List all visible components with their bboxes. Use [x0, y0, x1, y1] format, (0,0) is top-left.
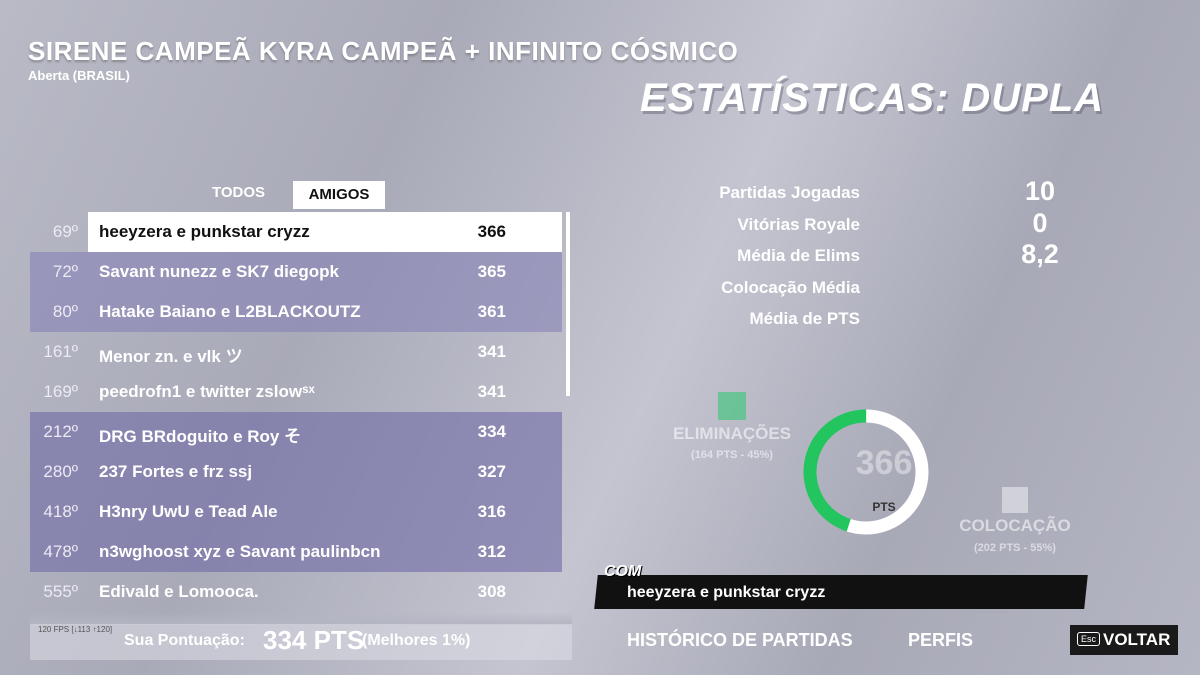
team-name: peedrofn1 e twitter zslowˢˣ — [99, 382, 315, 401]
points: 327 — [477, 462, 506, 481]
leaderboard-row[interactable]: 555º Edivald e Lomooca. 308 — [30, 572, 562, 612]
elim-label: ELIMINAÇÕES — [672, 424, 792, 443]
leaderboard-row[interactable]: 161º Menor zn. e vlk ツ 341 — [30, 332, 562, 372]
row-highlight — [88, 212, 562, 252]
elim-detail: (164 PTS - 45%) — [691, 449, 773, 461]
fps: 120 FPS [↓113 ↑120] — [38, 625, 113, 634]
team-name: Hatake Baiano e L2BLACKOUTZ — [99, 302, 361, 321]
event-title: SIRENE CAMPEÃ KYRA CAMPEÃ + INFINITO CÓS… — [28, 36, 739, 66]
team-name: H3nry UwU e Tead Ale — [99, 502, 278, 521]
team-name: heeyzera e punkstar cryzz — [627, 584, 826, 601]
points: 334 — [477, 422, 506, 441]
back-label: VOLTAR — [1103, 630, 1171, 649]
elim-icon — [718, 392, 746, 420]
points: 312 — [477, 542, 506, 561]
points: 341 — [477, 342, 506, 361]
stats-heading: ESTATÍSTICAS: DUPLA — [640, 76, 1105, 120]
points: 366 — [477, 222, 506, 241]
rank: 280º — [43, 462, 78, 481]
placement-icon — [1002, 487, 1028, 513]
leaderboard-row[interactable]: 418º H3nry UwU e Tead Ale 316 — [30, 492, 562, 532]
key-hint: Esc — [1077, 632, 1101, 646]
stat-label: Média de PTS — [749, 309, 860, 328]
rank: 69º — [52, 222, 78, 241]
placement-label: COLOCAÇÃO — [959, 516, 1071, 535]
points: 308 — [477, 582, 506, 601]
score-label: Sua Pontuação: — [124, 632, 245, 649]
stat-label: Partidas Jogadas — [719, 183, 860, 202]
stat-value: 10 — [1024, 176, 1056, 206]
total-unit: PTS — [872, 500, 896, 514]
team-name: n3wghoost xyz e Savant paulinbcn — [99, 542, 381, 561]
leaderboard-row[interactable]: 280º 237 Fortes e frz ssj 327 — [30, 452, 562, 492]
team-name: Menor zn. e vlk ツ — [99, 347, 243, 366]
score: 334 PTS — [263, 625, 365, 655]
points: 341 — [477, 382, 506, 401]
rank: 169º — [43, 382, 78, 401]
team-name: 237 Fortes e frz ssj — [99, 462, 253, 481]
tab-active[interactable]: AMIGOS — [293, 181, 385, 209]
history-button[interactable]: HISTÓRICO DE PARTIDAS — [627, 630, 853, 650]
leaderboard-row[interactable]: 72º Savant nunezz e SK7 diegopk 365 — [30, 252, 562, 292]
points: 361 — [477, 302, 506, 321]
leaderboard-row[interactable]: 169º peedrofn1 e twitter zslowˢˣ 341 — [30, 372, 562, 412]
team-label: COM — [604, 563, 642, 580]
stat-label: Vitórias Royale — [737, 214, 860, 234]
leaderboard-row[interactable]: 80º Hatake Baiano e L2BLACKOUTZ 361 — [30, 292, 562, 332]
row-band — [30, 412, 562, 572]
profiles-button[interactable]: PERFIS — [908, 630, 974, 650]
scrollbar — [566, 212, 570, 396]
rank: 72º — [52, 262, 78, 281]
leaderboard-row[interactable]: 212º DRG BRdoguito e Roy そ 334 — [30, 412, 562, 452]
points: 365 — [477, 262, 506, 281]
stat-value: 8,2 — [1021, 239, 1059, 269]
score-bar — [30, 624, 572, 660]
rank: 418º — [43, 502, 78, 521]
back-button[interactable]: Esc VOLTAR — [1070, 625, 1178, 655]
leaderboard-row[interactable]: 69º heeyzera e punkstar cryzz 366 — [30, 212, 562, 252]
rank: 478º — [43, 542, 78, 561]
stat-label: Colocação Média — [721, 277, 860, 297]
row-cutoff — [30, 612, 572, 625]
team-name: DRG BRdoguito e Roy そ — [99, 427, 302, 446]
leaderboard-row[interactable]: 478º n3wghoost xyz e Savant paulinbcn 312 — [30, 532, 562, 572]
rank: 80º — [52, 302, 78, 321]
event-region: Aberta (BRASIL) — [28, 68, 130, 83]
score-rank: (Melhores 1%) — [362, 632, 471, 649]
rank: 555º — [43, 582, 78, 601]
points: 316 — [477, 502, 506, 521]
team-name: Edivald e Lomooca. — [99, 582, 259, 601]
stat-label: Média de Elims — [737, 246, 860, 265]
total-points: 366 — [855, 444, 913, 482]
rank: 161º — [43, 342, 78, 361]
rank: 212º — [43, 422, 78, 441]
row-band — [30, 252, 562, 332]
team-name: Savant nunezz e SK7 diegopk — [99, 262, 339, 281]
tab[interactable]: TODOS — [212, 184, 266, 201]
placement-detail: (202 PTS - 55%) — [974, 542, 1056, 554]
team-name: heeyzera e punkstar cryzz — [99, 222, 310, 241]
stat-value: 0 — [1032, 207, 1048, 238]
